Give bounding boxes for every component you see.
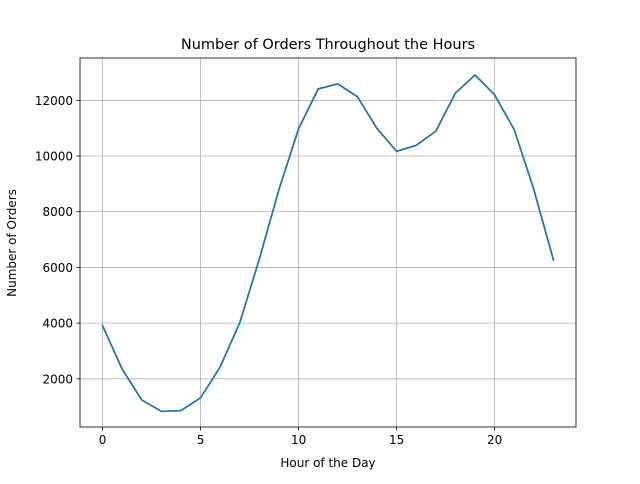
x-tick-label: 5 xyxy=(197,433,205,447)
axes-frame xyxy=(79,57,577,428)
orders-series-line xyxy=(101,74,555,413)
y-tick-label: 10000 xyxy=(35,150,73,164)
y-tick-label: 2000 xyxy=(42,372,73,386)
y-tick-label: 8000 xyxy=(42,205,73,219)
grid-lines xyxy=(80,58,576,427)
series-layer xyxy=(101,74,555,413)
x-tick-label: 20 xyxy=(487,433,502,447)
chart-title: Number of Orders Throughout the Hours xyxy=(181,37,475,53)
y-axis-label: Number of Orders xyxy=(5,189,19,297)
x-tick-label: 15 xyxy=(389,433,404,447)
x-tick-label: 0 xyxy=(99,433,107,447)
tick-marks: 0 5 10 15 20 2000 4000 6000 8000 10000 12000 xyxy=(35,94,502,447)
y-tick-label: 6000 xyxy=(42,261,73,275)
y-tick-label: 4000 xyxy=(42,317,73,331)
y-tick-label: 12000 xyxy=(35,94,73,108)
x-axis-label: Hour of the Day xyxy=(280,456,375,470)
x-tick-label: 10 xyxy=(291,433,306,447)
